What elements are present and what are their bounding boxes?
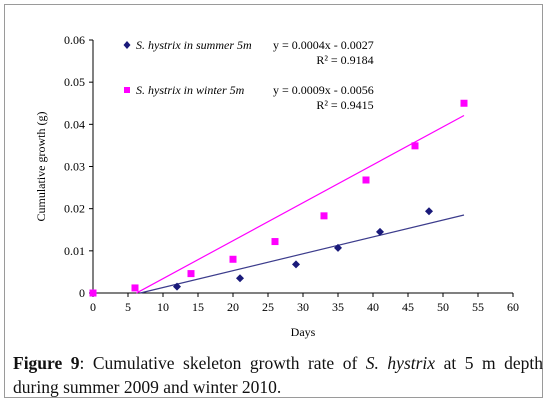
legend-marker-series-1: [123, 41, 131, 49]
r-squared-series-1: R² = 0.9184: [316, 53, 373, 67]
x-tick-label: 0: [90, 300, 96, 314]
data-point-series-1: [173, 282, 181, 291]
figure-frame: 0 0.01 0.02 0.03 0.04 0.05 0.06 0 5 10 15 20 25 30 35 4…: [4, 4, 543, 398]
x-tick-label: 5: [125, 300, 131, 314]
x-tick-label: 25: [262, 300, 274, 314]
y-tick-label: 0.02: [64, 202, 85, 216]
x-tick-label: 15: [192, 300, 204, 314]
data-point-series-2: [320, 212, 328, 220]
equation-series-1: y = 0.0004x - 0.0027: [273, 38, 374, 52]
legend-label-series-1: S. hystrix in summer 5m: [136, 38, 252, 52]
chart: 0 0.01 0.02 0.03 0.04 0.05 0.06 0 5 10 15 20 25 30 35 4…: [34, 33, 519, 339]
y-tick-label: 0.05: [64, 75, 85, 89]
x-tick-label: 50: [437, 300, 449, 314]
figure-caption: Figure 9: Cumulative skeleton growth rat…: [13, 351, 543, 399]
x-tick-label: 35: [332, 300, 344, 314]
y-tick-label: 0.06: [64, 33, 85, 47]
x-tick-label: 10: [157, 300, 169, 314]
data-point-series-1: [334, 243, 342, 252]
x-tick-label: 60: [507, 300, 519, 314]
data-point-series-2: [271, 238, 279, 246]
data-point-series-1: [376, 227, 384, 236]
data-point-series-2: [187, 270, 195, 278]
data-point-series-2: [460, 99, 468, 107]
caption-species: S. hystrix: [365, 353, 436, 373]
y-tick-label: 0.03: [64, 160, 85, 174]
r-squared-series-2: R² = 0.9415: [316, 98, 373, 112]
x-tick-label: 30: [297, 300, 309, 314]
x-axis-label: Days: [291, 325, 316, 339]
data-point-series-2: [131, 284, 139, 292]
data-point-series-1: [425, 207, 433, 216]
data-point-series-2: [411, 142, 419, 150]
trendline-series-1: [140, 214, 465, 294]
data-point-series-1: [236, 274, 244, 283]
equation-series-2: y = 0.0009x - 0.0056: [273, 83, 374, 97]
data-point-series-2: [229, 255, 237, 263]
x-tick-label: 55: [472, 300, 484, 314]
x-tick-label: 40: [367, 300, 379, 314]
y-tick-label: 0.04: [64, 117, 85, 131]
data-point-series-1: [292, 260, 300, 269]
legend-label-series-2: S. hystrix in winter 5m: [136, 83, 245, 97]
legend-marker-series-2: [124, 87, 130, 93]
y-tick-label: 0.01: [64, 244, 85, 258]
x-tick-label: 45: [402, 300, 414, 314]
y-axis-label: Cumulative growth (g): [34, 112, 48, 222]
data-point-series-2: [362, 176, 370, 184]
caption-text-2: at 5 m depth during summer 2009 and wint…: [13, 353, 543, 397]
data-point-series-2: [89, 289, 97, 297]
caption-text-1: : Cumulative skeleton growth rate of: [79, 353, 366, 373]
trendline-series-2: [136, 114, 465, 294]
x-tick-label: 20: [227, 300, 239, 314]
caption-label: Figure 9: [13, 353, 80, 373]
y-tick-label: 0: [79, 286, 85, 300]
